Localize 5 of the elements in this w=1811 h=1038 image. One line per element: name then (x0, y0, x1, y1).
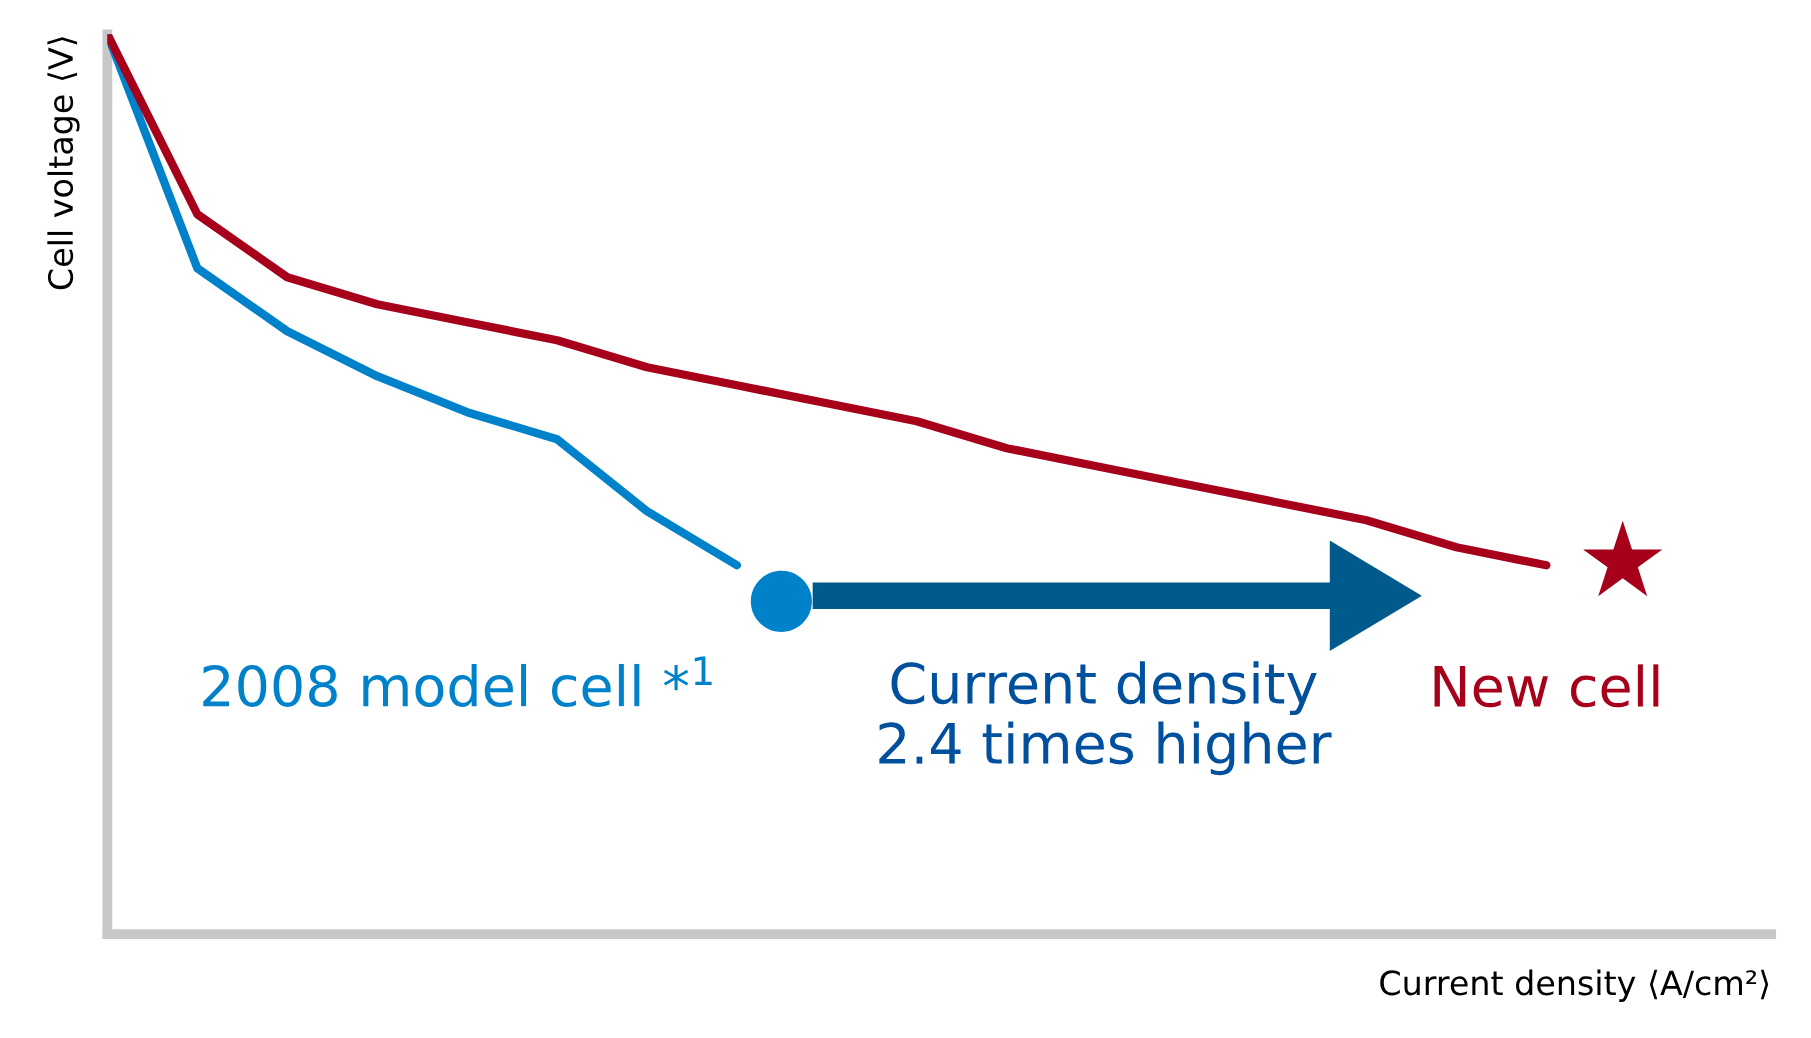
text: New cell (1434, 664, 1659, 708)
y-axis-title: Cell voltage ⟨V⟩ (47, 37, 80, 290)
series-label: 2008 model cell *$^{1}$ (203, 656, 712, 707)
x-axis-title: Current density ⟨A/cm²⟩ (1380, 969, 1769, 1002)
annotation: Current density 2.4 times higher (879, 661, 1332, 776)
